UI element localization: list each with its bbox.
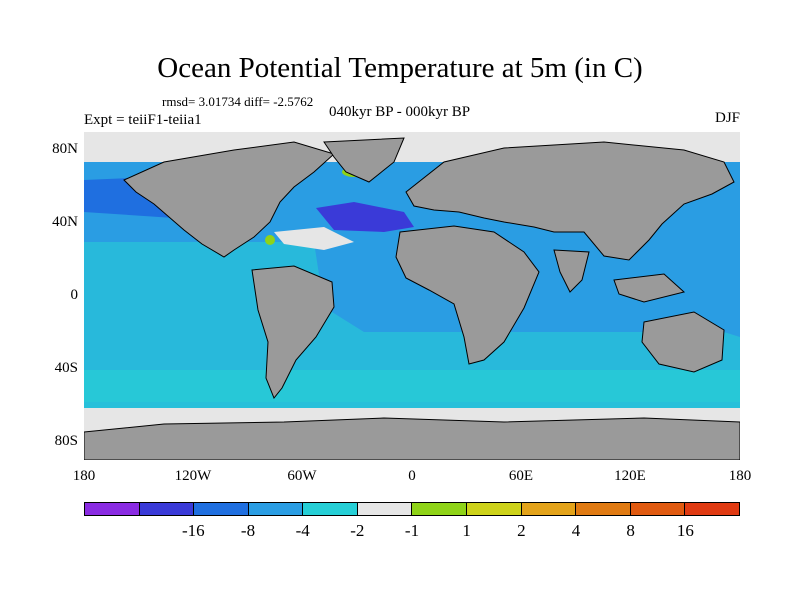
tropical-warm-band [84, 242, 740, 402]
period-label: 040kyr BP - 000kyr BP [329, 104, 471, 120]
colorbar-label: 2 [517, 521, 526, 540]
x-tick-label: 0 [408, 468, 416, 484]
statistics-text: rmsd= 3.01734 diff= -2.5762 [162, 94, 314, 109]
eurasia [405, 141, 735, 261]
x-tick-label: 180 [728, 468, 752, 484]
y-tick-label: 0 [70, 287, 79, 303]
colorbar-label: 8 [626, 521, 635, 540]
colorbar-segment [521, 503, 577, 515]
north-atlantic-light [274, 227, 354, 250]
colorbar-segment [248, 503, 304, 515]
southern-cyan-band [84, 370, 740, 408]
north-america [123, 141, 335, 258]
colorbar-segment [576, 503, 631, 515]
india [553, 249, 590, 293]
colorbar-label: 4 [571, 521, 581, 540]
south-america [251, 265, 335, 399]
colorbar-label: -4 [295, 521, 310, 540]
x-tick-label: 60E [508, 468, 534, 484]
x-tick-label: 60W [287, 468, 317, 484]
world-map [84, 132, 740, 460]
colorbar-segment [412, 503, 468, 515]
x-tick-label: 120W [174, 468, 212, 484]
maritime-continent [613, 273, 686, 303]
y-tick-label: 80S [54, 433, 78, 449]
y-tick-label: 40S [54, 360, 78, 376]
colorbar-label: 1 [462, 521, 471, 540]
colorbar-segment [467, 503, 522, 515]
colorbar [84, 502, 740, 516]
greenland [323, 137, 405, 183]
north-atlantic-cold [316, 202, 414, 232]
experiment-label: Expt = teiiF1-teiia1 [84, 112, 202, 128]
colorbar-segment [303, 503, 358, 515]
y-tick-label: 40N [52, 214, 78, 230]
warm-anomaly-3 [265, 235, 275, 245]
colorbar-segment [357, 503, 413, 515]
colorbar-segment [685, 503, 739, 515]
y-tick-label: 80N [52, 141, 78, 157]
colorbar-segment [194, 503, 249, 515]
x-tick-label: 120E [614, 468, 646, 484]
colorbar-segment [630, 503, 686, 515]
colorbar-label: -8 [240, 521, 256, 540]
colorbar-label: 16 [676, 521, 694, 540]
x-tick-label: 180 [72, 468, 96, 484]
colorbar-label: -2 [350, 521, 365, 540]
colorbar-segment [139, 503, 195, 515]
colorbar-segment [85, 503, 140, 515]
colorbar-label: -16 [181, 521, 205, 540]
season-label: DJF [714, 110, 740, 126]
antarctica [84, 417, 740, 460]
colorbar-label: -1 [404, 521, 420, 540]
africa [395, 225, 540, 365]
australia [641, 311, 725, 373]
map-title: Ocean Potential Temperature at 5m (in C) [157, 52, 643, 84]
